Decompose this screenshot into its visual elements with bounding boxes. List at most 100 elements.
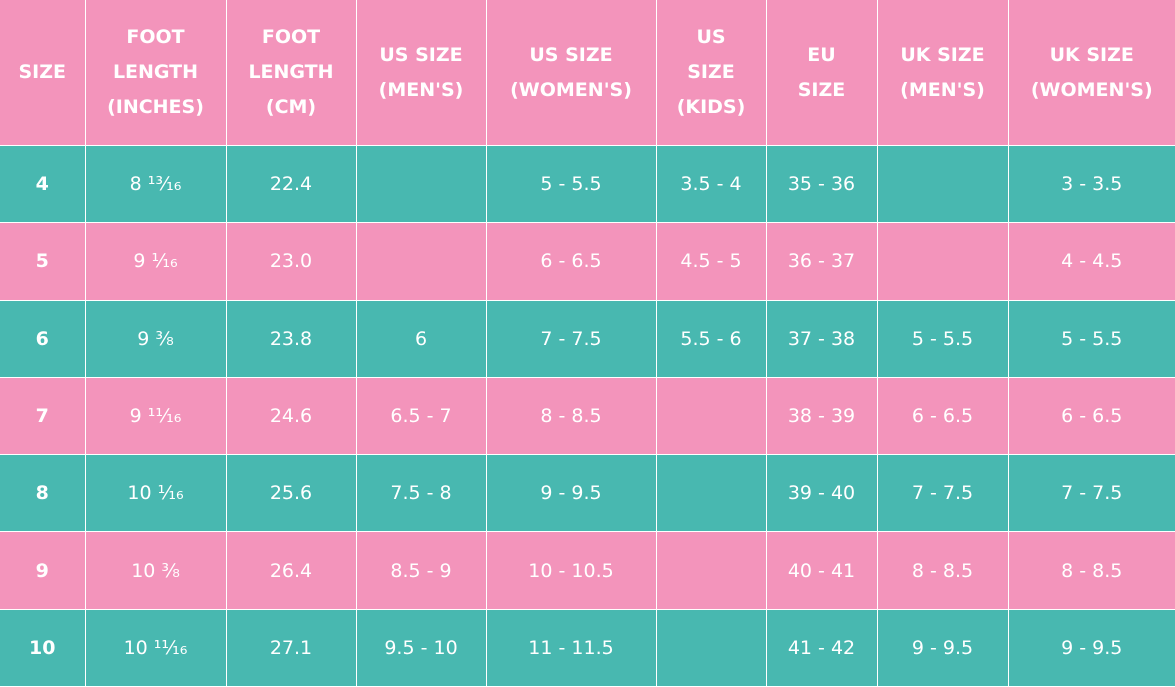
table-cell: 27.1 (225, 608, 357, 687)
size-cell: 6 (0, 299, 86, 378)
table-cell: 6 - 6.5 (485, 222, 657, 301)
header-line: FOOT (261, 26, 321, 48)
table-cell (655, 531, 767, 610)
header-cell: US SIZE (MEN'S) (355, 0, 487, 146)
table-cell: 9.5 - 10 (355, 608, 487, 687)
table-row: 10 10 ¹¹⁄₁₆ 27.1 9.5 - 10 11 - 11.5 41 - 42 9 … (0, 608, 1175, 687)
table-cell: 37 - 38 (765, 299, 878, 378)
table-row: 9 10 ³⁄₈ 26.4 8.5 - 9 10 - 10.5 40 - 41 8 - 8.… (0, 531, 1175, 610)
table-cell: 5 - 5.5 (1007, 299, 1175, 378)
table-cell: 9 ¹¹⁄₁₆ (84, 376, 227, 456)
table-cell: 3.5 - 4 (655, 144, 767, 224)
header-line: US SIZE (529, 43, 613, 66)
table-cell: 10 ¹¹⁄₁₆ (84, 608, 227, 687)
table-cell: 23.0 (225, 222, 357, 301)
header-line: UK SIZE (1049, 43, 1134, 66)
table-cell: 4.5 - 5 (655, 222, 767, 301)
header-line: (WOMEN'S) (510, 78, 632, 101)
table-cell: 11 - 11.5 (485, 608, 657, 687)
table-cell: 10 ³⁄₈ (84, 531, 227, 610)
table-cell: 35 - 36 (765, 144, 878, 224)
size-cell: 8 (0, 454, 86, 533)
header-line: LENGTH (112, 61, 199, 83)
table-cell (876, 222, 1009, 301)
table-cell: 7 - 7.5 (876, 454, 1009, 533)
table-cell: 3 - 3.5 (1007, 144, 1175, 224)
header-cell: SIZE (0, 0, 86, 146)
table-cell: 5 - 5.5 (485, 144, 657, 224)
header-cell: FOOT LENGTH (CM) (225, 0, 357, 146)
table-cell: 25.6 (225, 454, 357, 533)
table-cell: 8 - 8.5 (876, 531, 1009, 610)
table-cell: 26.4 (225, 531, 357, 610)
table-cell: 7 - 7.5 (1007, 454, 1175, 533)
table-cell (876, 144, 1009, 224)
size-cell: 10 (0, 608, 86, 687)
table-cell: 9 - 9.5 (876, 608, 1009, 687)
table-cell (655, 608, 767, 687)
header-line: EU (807, 43, 836, 66)
table-cell: 9 - 9.5 (1007, 608, 1175, 687)
table-cell: 10 - 10.5 (485, 531, 657, 610)
table-cell: 4 - 4.5 (1007, 222, 1175, 301)
header-line: FOOT (126, 26, 185, 48)
table-cell: 6 (355, 299, 487, 378)
table-cell (355, 144, 487, 224)
header-line: (WOMEN'S) (1030, 78, 1153, 101)
header-line: SIZE (687, 61, 735, 83)
header-line: (INCHES) (107, 96, 204, 118)
table-cell: 39 - 40 (765, 454, 878, 533)
size-cell: 9 (0, 531, 86, 610)
header-cell: US SIZE (WOMEN'S) (485, 0, 657, 146)
table-cell: 7 - 7.5 (485, 299, 657, 378)
table-cell: 24.6 (225, 376, 357, 456)
header-cell: UK SIZE (MEN'S) (876, 0, 1009, 146)
table-cell: 8 ¹³⁄₁₆ (84, 144, 227, 224)
header-cell: FOOT LENGTH (INCHES) (84, 0, 227, 146)
header-line: (KIDS) (676, 96, 746, 118)
table-cell: 9 - 9.5 (485, 454, 657, 533)
table-cell: 6 - 6.5 (1007, 376, 1175, 456)
table-cell: 38 - 39 (765, 376, 878, 456)
header-line: LENGTH (248, 61, 334, 83)
table-cell: 40 - 41 (765, 531, 878, 610)
table-cell: 5 - 5.5 (876, 299, 1009, 378)
header-line: SIZE (797, 78, 846, 101)
header-line: US (696, 26, 726, 48)
table-cell: 9 ¹⁄₁₆ (84, 222, 227, 301)
header-cell: EU SIZE (765, 0, 878, 146)
header-cell: UK SIZE (WOMEN'S) (1007, 0, 1175, 146)
table-cell: 6 - 6.5 (876, 376, 1009, 456)
table-cell (655, 454, 767, 533)
table-cell: 5.5 - 6 (655, 299, 767, 378)
header-line: (CM) (265, 96, 317, 118)
table-cell: 36 - 37 (765, 222, 878, 301)
size-cell: 7 (0, 376, 86, 456)
table-cell (655, 376, 767, 456)
header-line: (MEN'S) (900, 78, 985, 101)
size-cell: 5 (0, 222, 86, 301)
table-cell: 22.4 (225, 144, 357, 224)
table-cell: 8 - 8.5 (1007, 531, 1175, 610)
table-cell: 41 - 42 (765, 608, 878, 687)
header-line: SIZE (18, 61, 66, 83)
table-cell: 9 ³⁄₈ (84, 299, 227, 378)
header-line: (MEN'S) (378, 78, 464, 101)
header-line: UK SIZE (900, 43, 985, 66)
header-cell: US SIZE (KIDS) (655, 0, 767, 146)
table-cell: 8 - 8.5 (485, 376, 657, 456)
table-cell: 7.5 - 8 (355, 454, 487, 533)
size-cell: 4 (0, 144, 86, 224)
header-line: US SIZE (379, 43, 463, 66)
table-cell: 10 ¹⁄₁₆ (84, 454, 227, 533)
table-cell: 6.5 - 7 (355, 376, 487, 456)
table-cell: 23.8 (225, 299, 357, 378)
table-cell (355, 222, 487, 301)
